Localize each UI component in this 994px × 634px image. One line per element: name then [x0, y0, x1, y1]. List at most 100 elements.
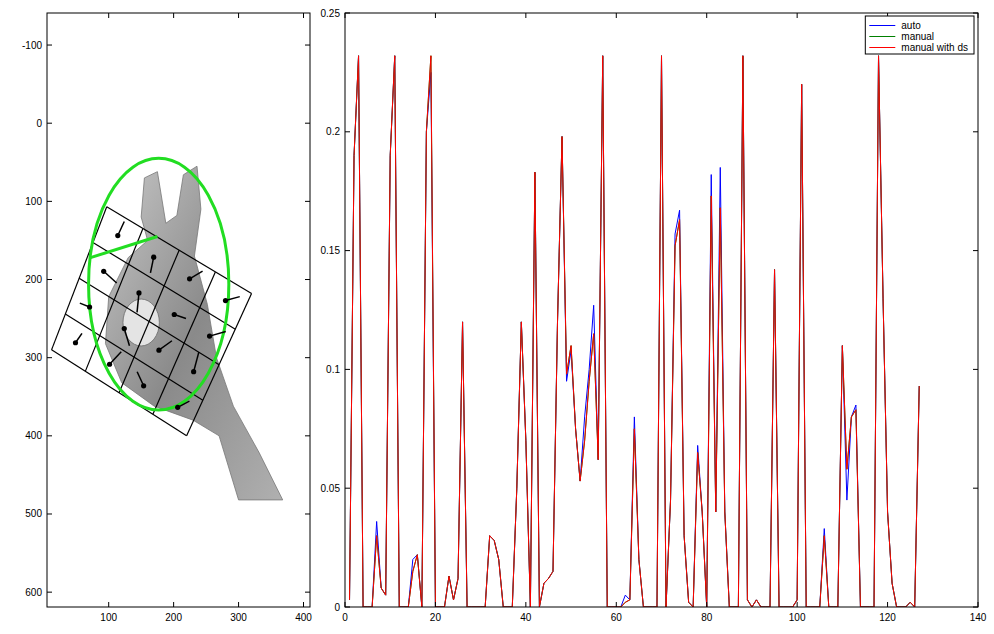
y-tick-label: 0.2: [326, 126, 340, 137]
y-tick-label: 400: [25, 430, 42, 441]
x-tick-label: 140: [970, 612, 987, 623]
y-tick: [47, 513, 52, 514]
y-tick: [305, 357, 310, 358]
x-tick: [303, 13, 304, 18]
y-tick: [345, 13, 350, 14]
gradient-dot: [101, 269, 106, 274]
gradient-dot: [115, 233, 120, 238]
legend-label: manual: [901, 31, 934, 42]
y-tick: [973, 13, 978, 14]
y-tick: [973, 488, 978, 489]
legend-swatch: [869, 36, 895, 37]
cell-grid-line: [52, 350, 187, 436]
y-tick-label: 0: [36, 118, 42, 129]
series-line: [350, 56, 920, 607]
gradient-line: [194, 352, 199, 372]
x-tick-label: 20: [430, 612, 442, 623]
x-tick: [345, 602, 346, 607]
gradient-dot: [187, 276, 192, 281]
x-tick: [887, 602, 888, 607]
y-tick: [345, 488, 350, 489]
y-tick: [973, 131, 978, 132]
gradient-dot: [107, 362, 112, 367]
legend-swatch: [869, 25, 895, 26]
legend-label: manual with ds: [901, 42, 968, 53]
x-tick: [706, 13, 707, 18]
x-tick: [173, 602, 174, 607]
gradient-dot: [122, 326, 127, 331]
x-tick: [303, 602, 304, 607]
x-tick: [173, 13, 174, 18]
gradient-dot: [151, 255, 156, 260]
plot-frame: [47, 13, 310, 607]
ellipse-segment: [91, 237, 158, 258]
y-tick-label: 0.05: [321, 483, 341, 494]
gradient-line: [124, 329, 129, 346]
y-tick: [345, 131, 350, 132]
gradient-dot: [172, 312, 177, 317]
x-tick: [978, 602, 979, 607]
y-tick-label: 300: [25, 352, 42, 363]
x-tick-label: 100: [100, 612, 117, 623]
plot-area: [350, 56, 920, 607]
x-tick-label: 300: [230, 612, 247, 623]
y-tick: [47, 279, 52, 280]
series-line: [350, 56, 920, 607]
y-tick: [47, 435, 52, 436]
y-tick: [305, 592, 310, 593]
x-tick: [797, 602, 798, 607]
gradient-dot: [136, 290, 141, 295]
y-tick-label: 0: [334, 602, 340, 613]
legend-swatch: [869, 47, 895, 48]
line-panel: 02040608010012014000.050.10.150.20.25aut…: [321, 8, 987, 624]
y-tick-label: 600: [25, 587, 42, 598]
y-tick: [973, 250, 978, 251]
y-tick-label: 0.25: [321, 8, 341, 19]
x-tick: [616, 602, 617, 607]
x-tick: [706, 602, 707, 607]
y-tick-label: 0.1: [326, 364, 340, 375]
y-tick: [345, 250, 350, 251]
gradient-dot: [156, 348, 161, 353]
gradient-line: [104, 271, 117, 283]
ellipse: [89, 158, 229, 410]
y-tick: [305, 45, 310, 46]
hand-image: [105, 166, 282, 500]
y-tick: [305, 279, 310, 280]
y-tick: [47, 123, 52, 124]
y-tick: [345, 607, 350, 608]
y-tick: [47, 45, 52, 46]
x-tick: [435, 602, 436, 607]
gradient-dot: [207, 334, 212, 339]
plot-frame: [345, 13, 978, 607]
x-tick: [435, 13, 436, 18]
gradient-line: [137, 293, 139, 313]
x-tick-label: 80: [701, 612, 713, 623]
y-tick: [973, 607, 978, 608]
gradient-dot: [191, 369, 196, 374]
x-tick-label: 40: [520, 612, 532, 623]
gradient-dot: [73, 340, 78, 345]
x-tick-label: 200: [165, 612, 182, 623]
x-tick-label: 120: [879, 612, 896, 623]
gradient-dot: [175, 405, 180, 410]
cell-grid-line: [187, 294, 252, 436]
legend-box: [865, 16, 974, 54]
y-tick-label: -100: [22, 40, 42, 51]
y-tick: [973, 369, 978, 370]
y-tick: [305, 123, 310, 124]
gradient-dot: [141, 383, 146, 388]
image-area: [52, 158, 283, 500]
x-tick-label: 60: [611, 612, 623, 623]
legend: automanualmanual with ds: [865, 16, 974, 54]
x-tick-label: 400: [295, 612, 312, 623]
x-tick: [238, 602, 239, 607]
cell-grid-line: [65, 314, 203, 400]
x-tick: [238, 13, 239, 18]
y-tick-label: 0.15: [321, 245, 341, 256]
series-line: [350, 56, 920, 607]
gradient-dot: [223, 298, 228, 303]
figure: 100200300400-100010020030040050060002040…: [0, 0, 994, 634]
x-tick: [797, 13, 798, 18]
y-tick-label: 500: [25, 508, 42, 519]
